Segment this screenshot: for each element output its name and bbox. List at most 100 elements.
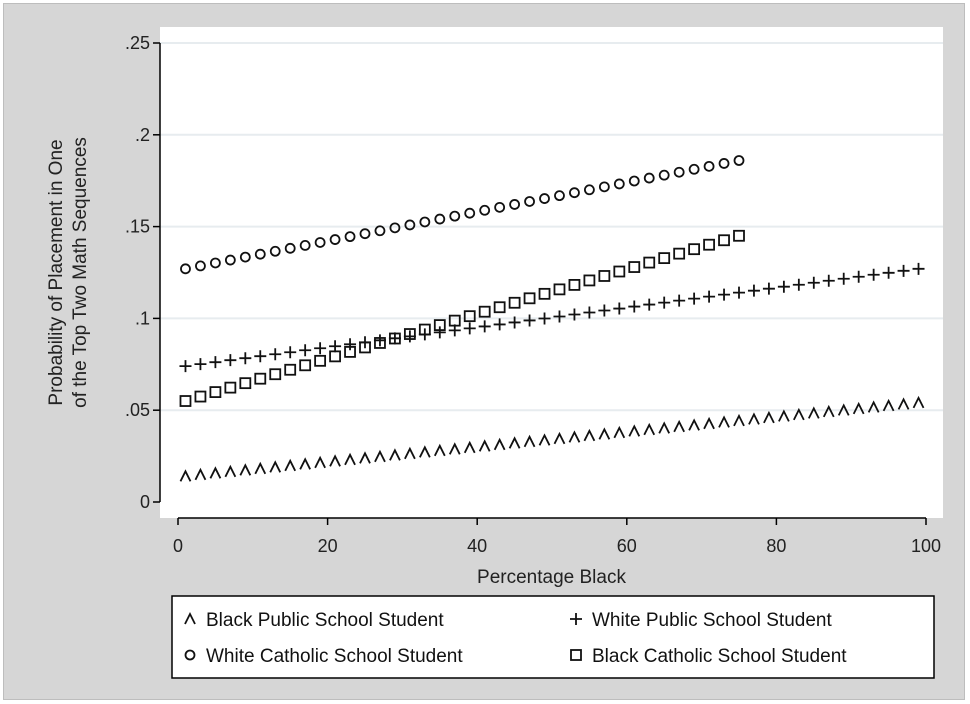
marker-white-public-school-student [628, 300, 641, 313]
marker-white-public-school-student [822, 274, 835, 287]
marker-white-catholic-school-student [254, 248, 266, 260]
marker-black-catholic-school-student [299, 359, 312, 372]
marker-black-public-school-student [867, 400, 880, 413]
marker-black-public-school-student [433, 443, 446, 457]
marker-white-catholic-school-student [643, 172, 655, 184]
marker-white-catholic-school-student [239, 251, 251, 263]
marker-black-catholic-school-student [628, 261, 641, 273]
y-axis-title: Probability of Placement in One of the To… [46, 137, 91, 408]
marker-white-public-school-student [433, 326, 446, 339]
marker-white-public-school-student [553, 310, 566, 323]
marker-white-catholic-school-student [389, 222, 401, 234]
marker-black-public-school-student [538, 433, 551, 446]
marker-black-public-school-student [448, 442, 461, 455]
marker-white-catholic-school-student [344, 231, 356, 243]
marker-black-catholic-school-student [389, 332, 401, 345]
marker-black-catholic-school-student [224, 381, 237, 394]
y-tick-label: .1 [135, 308, 150, 328]
marker-white-catholic-school-student [180, 263, 191, 275]
marker-black-catholic-school-student [718, 234, 730, 247]
marker-black-public-school-student [748, 412, 760, 425]
marker-black-catholic-school-student [284, 363, 297, 376]
marker-black-public-school-student [912, 395, 925, 409]
marker-black-public-school-student [718, 415, 730, 428]
marker-white-catholic-school-student [584, 184, 595, 196]
marker-white-catholic-school-student [554, 190, 565, 202]
legend-box [171, 595, 935, 679]
marker-black-public-school-student [359, 451, 371, 464]
marker-black-public-school-student [733, 413, 745, 427]
marker-black-catholic-school-student [448, 314, 461, 327]
marker-black-catholic-school-student [523, 292, 536, 305]
marker-black-catholic-school-student [418, 323, 431, 336]
marker-black-public-school-student [314, 455, 326, 469]
marker-white-public-school-student [523, 314, 536, 327]
x-tick-label: 0 [173, 536, 183, 556]
marker-white-public-school-student [254, 350, 267, 363]
marker-black-catholic-school-student [478, 305, 491, 318]
marker-white-public-school-student [867, 268, 880, 281]
marker-black-catholic-school-student [643, 256, 656, 269]
marker-white-public-school-student [613, 302, 626, 315]
marker-black-catholic-school-student [374, 337, 386, 349]
marker-black-public-school-student [807, 406, 820, 419]
marker-black-catholic-school-student [688, 243, 701, 256]
marker-black-public-school-student [478, 439, 491, 452]
marker-white-public-school-student [792, 278, 805, 291]
y-tick-label: .05 [125, 400, 150, 420]
marker-white-catholic-school-student [673, 166, 685, 178]
marker-black-catholic-school-student [254, 372, 267, 385]
marker-white-catholic-school-student [299, 240, 311, 251]
marker-black-public-school-student [374, 449, 386, 463]
marker-white-public-school-student [703, 290, 716, 303]
marker-white-catholic-school-student [613, 178, 625, 190]
marker-white-public-school-student [643, 298, 656, 311]
legend-label-black-public-school-student: Black Public School Student [206, 610, 444, 631]
marker-black-catholic-school-student [538, 287, 551, 300]
legend-label-white-catholic-school-student: White Catholic School Student [206, 646, 463, 667]
legend-symbol-black-public-school-student [184, 611, 196, 625]
marker-black-public-school-student [209, 466, 222, 479]
marker-black-catholic-school-student [269, 368, 282, 381]
marker-black-catholic-school-student [209, 386, 222, 398]
marker-black-public-school-student [673, 419, 685, 433]
marker-white-catholic-school-student [733, 155, 745, 166]
marker-black-public-school-student [194, 467, 207, 481]
series-black-catholic-school-student [179, 229, 745, 407]
marker-white-public-school-student [493, 318, 506, 331]
marker-white-catholic-school-student [404, 219, 416, 231]
marker-black-public-school-student [703, 416, 715, 430]
legend-label-white-public-school-student: White Public School Student [592, 610, 832, 631]
marker-white-public-school-student [224, 354, 237, 367]
marker-black-public-school-student [852, 401, 865, 415]
marker-white-catholic-school-student [434, 213, 446, 225]
marker-black-public-school-student [763, 410, 775, 424]
y-tick-label: .15 [125, 217, 150, 237]
marker-white-public-school-student [179, 360, 192, 373]
marker-white-public-school-student [463, 322, 476, 335]
marker-white-public-school-student [194, 358, 207, 371]
plot-area [160, 27, 943, 518]
marker-white-public-school-student [373, 334, 386, 347]
marker-white-public-school-student [538, 312, 551, 325]
marker-white-public-school-student [344, 338, 357, 351]
marker-white-public-school-student [897, 264, 910, 277]
marker-white-public-school-student [299, 344, 312, 357]
marker-white-catholic-school-student [703, 160, 715, 172]
legend: Black Public School Student White Public … [171, 595, 935, 679]
marker-white-catholic-school-student [329, 234, 341, 245]
marker-black-public-school-student [568, 430, 581, 443]
marker-black-public-school-student [778, 409, 790, 422]
marker-white-public-school-student [733, 286, 745, 299]
marker-white-catholic-school-student [539, 193, 550, 204]
marker-black-public-school-student [389, 448, 401, 461]
marker-white-public-school-student [912, 262, 925, 275]
marker-black-catholic-school-student [329, 350, 341, 363]
marker-white-public-school-student [314, 342, 327, 355]
marker-white-catholic-school-student [658, 169, 670, 181]
marker-black-catholic-school-student [583, 274, 596, 287]
legend-symbol-white-public-school-student [570, 613, 582, 625]
marker-white-catholic-school-student [314, 237, 326, 248]
marker-white-public-school-student [209, 356, 222, 369]
